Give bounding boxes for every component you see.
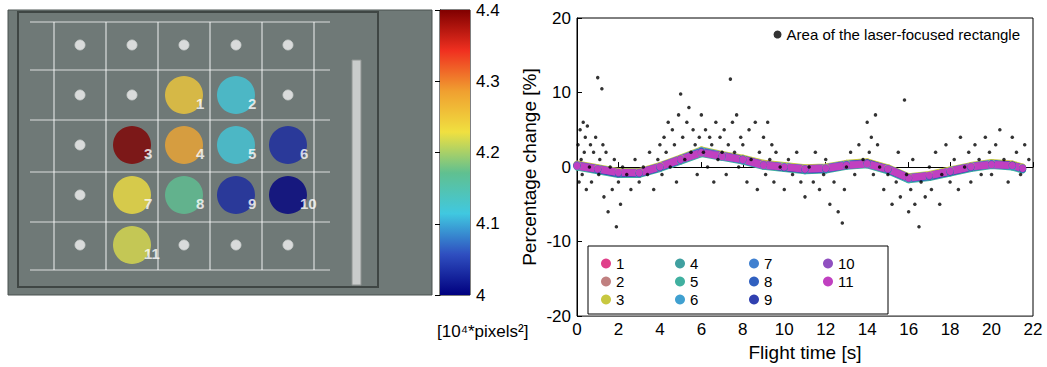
svg-text:2: 2 bbox=[614, 320, 623, 339]
svg-text:4: 4 bbox=[690, 255, 698, 272]
svg-text:20: 20 bbox=[982, 320, 1001, 339]
svg-text:0: 0 bbox=[562, 158, 571, 177]
svg-text:6: 6 bbox=[690, 291, 698, 308]
svg-text:7: 7 bbox=[144, 195, 152, 212]
svg-text:11: 11 bbox=[838, 273, 854, 290]
svg-text:-20: -20 bbox=[546, 307, 571, 326]
svg-text:Percentage change [%]: Percentage change [%] bbox=[519, 68, 540, 266]
svg-text:16: 16 bbox=[899, 320, 918, 339]
svg-text:4: 4 bbox=[476, 286, 485, 305]
svg-text:12: 12 bbox=[816, 320, 835, 339]
svg-text:[10⁴*pixels²]: [10⁴*pixels²] bbox=[437, 322, 528, 341]
svg-text:Flight time [s]: Flight time [s] bbox=[749, 342, 862, 363]
svg-text:9: 9 bbox=[248, 195, 256, 212]
svg-text:4: 4 bbox=[655, 320, 664, 339]
svg-text:5: 5 bbox=[248, 145, 256, 162]
svg-text:2: 2 bbox=[616, 273, 624, 290]
svg-text:2: 2 bbox=[248, 95, 256, 112]
svg-text:6: 6 bbox=[300, 145, 308, 162]
svg-text:10: 10 bbox=[552, 83, 571, 102]
svg-text:7: 7 bbox=[764, 255, 772, 272]
svg-text:6: 6 bbox=[697, 320, 706, 339]
svg-text:9: 9 bbox=[764, 291, 772, 308]
svg-text:8: 8 bbox=[738, 320, 747, 339]
svg-text:3: 3 bbox=[616, 291, 624, 308]
svg-text:-10: -10 bbox=[546, 232, 571, 251]
svg-text:4.1: 4.1 bbox=[476, 214, 500, 233]
svg-text:0: 0 bbox=[572, 320, 581, 339]
svg-text:10: 10 bbox=[838, 255, 855, 272]
svg-text:8: 8 bbox=[196, 195, 204, 212]
svg-text:10: 10 bbox=[775, 320, 794, 339]
svg-text:10: 10 bbox=[300, 195, 317, 212]
svg-text:22: 22 bbox=[1024, 320, 1043, 339]
svg-text:11: 11 bbox=[144, 245, 160, 262]
svg-text:5: 5 bbox=[690, 273, 698, 290]
svg-text:4.3: 4.3 bbox=[476, 72, 500, 91]
svg-text:18: 18 bbox=[941, 320, 960, 339]
svg-text:8: 8 bbox=[764, 273, 772, 290]
svg-text:1: 1 bbox=[616, 255, 624, 272]
svg-text:1: 1 bbox=[196, 95, 204, 112]
svg-text:4: 4 bbox=[196, 145, 205, 162]
svg-text:14: 14 bbox=[858, 320, 877, 339]
svg-text:4.2: 4.2 bbox=[476, 143, 500, 162]
svg-text:Area of the laser-focused rect: Area of the laser-focused rectangle bbox=[787, 26, 1020, 43]
svg-text:20: 20 bbox=[552, 9, 571, 28]
svg-text:4.4: 4.4 bbox=[476, 1, 500, 20]
svg-text:3: 3 bbox=[144, 145, 152, 162]
